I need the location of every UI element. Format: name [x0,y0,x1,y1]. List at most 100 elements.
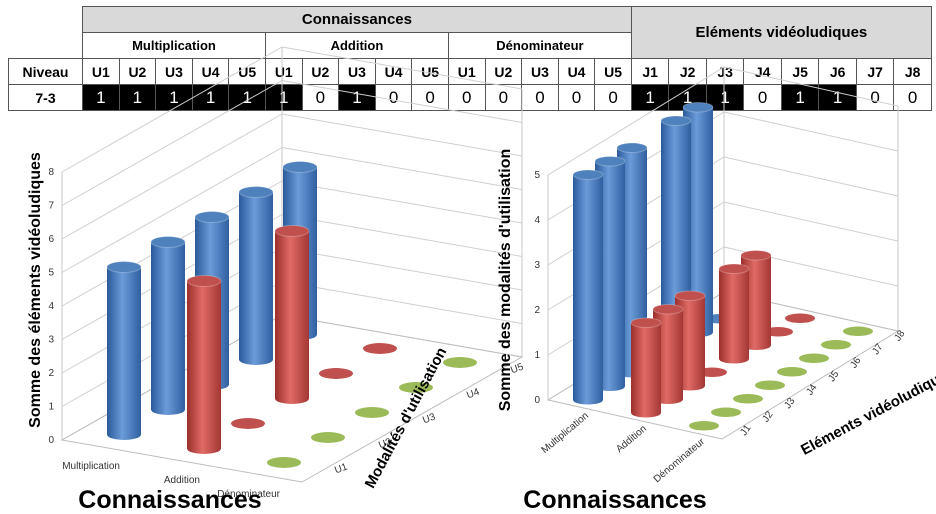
value-cell-18: 0 [743,84,782,111]
bar-top [740,249,772,261]
bar-addition-u1 [186,275,222,454]
gridline-side-8 [61,46,283,173]
bar-addition-j5 [718,263,750,364]
bar-zero-disc [755,380,785,391]
bar-multiplication-u2 [150,236,186,415]
value-cell-20: 1 [818,84,857,111]
bar-zero-disc [363,343,397,354]
column-header-u4-13: U4 [557,58,596,85]
bar-body [275,231,309,404]
column-header-u1-0: U1 [82,58,120,85]
bar-dénominateur-j7 [821,339,851,350]
value-cell-19: 1 [780,84,820,111]
z-tick-label: U4 [465,386,481,401]
bar-zero-disc [399,382,433,393]
bar-multiplication-j1 [572,169,604,405]
column-header-u2-6: U2 [301,58,340,85]
z-tick-label: U1 [333,461,349,476]
gridline-back-1 [281,281,523,324]
bar-addition-u2 [231,418,265,429]
bar-zero-disc [733,393,763,404]
y-tick-label: 8 [48,167,54,178]
sub-header-addition: Addition [264,32,449,59]
chart-1: 012345678MultiplicationAdditionDénominat… [27,46,525,514]
z-tick-label: J6 [848,355,863,370]
sub-header-row: Multiplication Addition Dénominateur [9,32,932,59]
bar-top [660,115,692,127]
column-header-j5-19: J5 [780,58,820,85]
group-header-row: Connaissances Eléments vidéoludiques [9,6,932,59]
y-tick-label: 0 [534,395,540,406]
y-tick-label: 1 [48,402,54,413]
bar-top [652,303,684,315]
bar-top [616,142,648,154]
value-cell-15: 1 [630,84,670,111]
gridline-back-5 [723,66,899,107]
value-cell-11: 0 [484,84,523,111]
bar-zero-disc [689,420,719,431]
y-tick-label: 3 [48,335,54,346]
x-tick-label: Multiplication [62,461,120,472]
bar-top [282,161,318,173]
column-header-u3-2: U3 [155,58,193,85]
bar-dénominateur-j2 [711,407,741,418]
bar-addition-j8 [785,313,815,324]
z-tick-label: J5 [826,369,841,384]
z-axis-title: Eléments vidéoludiques [798,363,936,459]
z-tick-label: J3 [782,396,797,411]
niveau-header: Niveau [8,58,83,85]
y-axis-title: Somme des modalités d'utilisation [497,149,514,412]
z-tick-label: U2 [377,436,393,451]
bar-zero-disc [777,366,807,377]
bar-dénominateur-j1 [689,420,719,431]
y-tick-label: 5 [48,268,54,279]
bar-top [718,263,750,275]
x-axis-title: Connaissances [523,486,706,514]
value-cell-4: 1 [228,84,266,111]
x-tick-label: Dénominateur [652,436,708,485]
value-cell-13: 0 [557,84,596,111]
y-tick-label: 2 [534,305,540,316]
gridline-back-5 [281,147,523,190]
y-axis-title: Somme des éléments vidéoludiques [27,152,44,428]
bar-zero-disc [355,407,389,418]
y-tick-label: 1 [534,350,540,361]
value-cell-6: 0 [301,84,340,111]
bar-dénominateur-j3 [733,393,763,404]
gridline-back-7 [281,80,523,123]
gridline-side-5 [547,66,725,176]
value-cell-1: 1 [118,84,157,111]
bar-addition-j1 [630,317,662,418]
column-header-u2-11: U2 [484,58,523,85]
bar-zero-disc [785,313,815,324]
z-tick-label: J7 [870,342,885,357]
gridline-back-3 [723,156,899,197]
x-tick-label: Addition [614,423,649,455]
y-tick-label: 2 [48,368,54,379]
y-tick-label: 4 [534,215,540,226]
gridline-back-4 [281,180,523,224]
bar-body [631,322,661,418]
bar-top [194,211,230,223]
x-axis-title: Connaissances [78,486,261,514]
bar-top [274,225,310,237]
column-header-j8-22: J8 [893,58,932,85]
column-header-j6-20: J6 [818,58,857,85]
bar-body [719,268,749,364]
value-cell-3: 1 [191,84,230,111]
bar-addition-u3 [274,225,310,404]
z-tick-label: U5 [509,361,525,376]
bar-top [630,317,662,329]
bar-body [187,281,221,454]
bar-zero-disc [821,339,851,350]
column-header-u5-4: U5 [228,58,266,85]
x-tick-label: Multiplication [540,410,591,456]
column-header-j4-18: J4 [743,58,782,85]
bar-dénominateur-j8 [843,326,873,337]
bar-dénominateur-u2 [311,432,345,443]
bar-top [682,101,714,113]
summary-table: Connaissances Eléments vidéoludiques Mul… [8,6,932,111]
x-tick-label: Addition [164,475,200,486]
